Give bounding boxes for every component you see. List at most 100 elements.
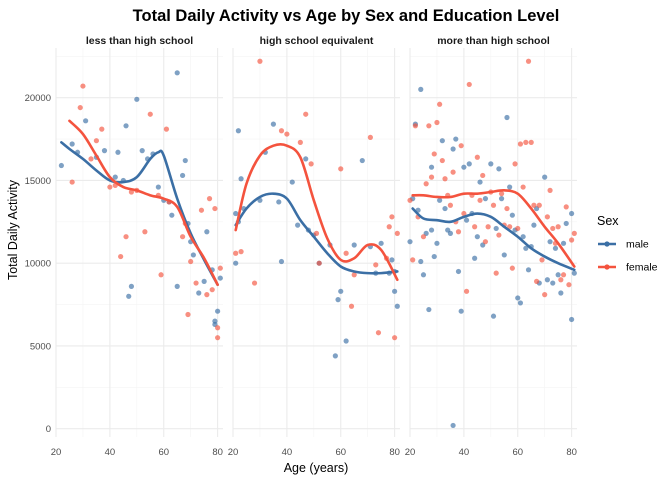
female-point: [351, 272, 357, 278]
male-point: [477, 179, 483, 185]
female-point: [560, 272, 567, 278]
male-point: [437, 197, 443, 203]
female-point: [204, 292, 210, 298]
male-point: [351, 242, 357, 248]
legend-key-point: [604, 264, 610, 270]
female-point: [367, 134, 373, 140]
x-tick-label: 40: [459, 447, 470, 458]
female-point: [498, 191, 505, 197]
female-point: [536, 202, 542, 208]
male-point: [450, 146, 456, 152]
male-point: [434, 240, 440, 246]
male-point: [233, 260, 239, 266]
legend: Sex male female: [597, 214, 658, 274]
male-point: [501, 252, 507, 258]
female-point: [512, 161, 518, 167]
female-point: [528, 139, 534, 145]
male-point: [447, 230, 454, 236]
female-point: [375, 330, 382, 336]
female-point: [455, 229, 462, 235]
male-point: [359, 157, 365, 164]
female-point: [490, 202, 497, 208]
female-point: [142, 229, 148, 235]
female-point: [163, 126, 170, 132]
female-point: [118, 253, 124, 260]
female-point: [566, 282, 572, 288]
female-point: [147, 111, 153, 117]
y-tick-label: 15000: [25, 176, 51, 187]
male-point: [504, 114, 510, 121]
male-point: [169, 212, 175, 218]
male-point: [123, 123, 129, 129]
male-point: [560, 240, 567, 246]
female-point: [428, 174, 435, 180]
male-point: [139, 148, 145, 154]
female-point: [472, 224, 478, 230]
x-tick-label: 60: [158, 447, 169, 458]
female-point: [485, 224, 491, 230]
male-point: [276, 199, 282, 205]
female-point: [509, 265, 515, 271]
female-point: [343, 250, 349, 256]
male-point: [126, 293, 132, 299]
female-point: [215, 335, 221, 341]
female-point: [386, 224, 392, 230]
female-point: [313, 230, 320, 236]
female-point: [520, 184, 526, 190]
male-point: [558, 290, 564, 296]
female-point: [99, 126, 105, 132]
legend-label: male: [626, 239, 649, 251]
male-point: [569, 210, 575, 217]
male-point: [289, 179, 295, 185]
female-point: [466, 81, 472, 88]
female-point: [474, 154, 480, 160]
female-point: [539, 257, 545, 263]
female-point: [531, 202, 537, 208]
female-point: [447, 202, 454, 208]
female-point: [233, 250, 239, 256]
facet-panel: less than high school 20 40 60 80 0 5000 10000 1…: [25, 35, 223, 458]
female-point: [555, 224, 561, 230]
male-point: [278, 258, 285, 265]
female-point: [434, 119, 440, 126]
chart-title: Total Daily Activity vs Age by Sex and E…: [133, 7, 560, 25]
female-point: [504, 205, 510, 212]
x-tick-label: 40: [282, 447, 293, 458]
female-point: [193, 280, 199, 286]
female-point: [437, 101, 443, 107]
female-point: [547, 187, 553, 193]
female-point: [348, 303, 355, 309]
female-point: [544, 214, 550, 220]
female-point: [477, 197, 483, 203]
female-point: [523, 139, 529, 145]
male-point: [520, 234, 526, 240]
female-point: [206, 196, 213, 202]
male-point: [201, 278, 207, 284]
female-point: [185, 311, 191, 318]
x-tick-label: 80: [212, 447, 223, 458]
female-point: [533, 278, 540, 284]
male-point: [463, 217, 470, 223]
female-point: [407, 197, 413, 203]
male-point: [204, 229, 210, 235]
male-point: [420, 272, 427, 278]
male-point: [332, 353, 338, 359]
male-trend-line: [60, 141, 219, 287]
male-point: [233, 210, 239, 217]
male-point: [455, 268, 462, 275]
male-point: [174, 283, 180, 289]
female-point: [93, 138, 100, 144]
female-point: [563, 204, 569, 210]
legend-key-point: [604, 241, 610, 247]
male-point: [531, 222, 537, 228]
male-point: [394, 303, 400, 309]
male-point: [338, 288, 344, 294]
male-point: [515, 295, 521, 301]
male-point: [474, 234, 480, 240]
female-point: [431, 151, 437, 157]
male-point: [343, 338, 349, 344]
female-trend-line: [411, 189, 576, 268]
male-point: [498, 196, 505, 202]
female-point: [316, 260, 322, 266]
male-point: [482, 196, 489, 202]
